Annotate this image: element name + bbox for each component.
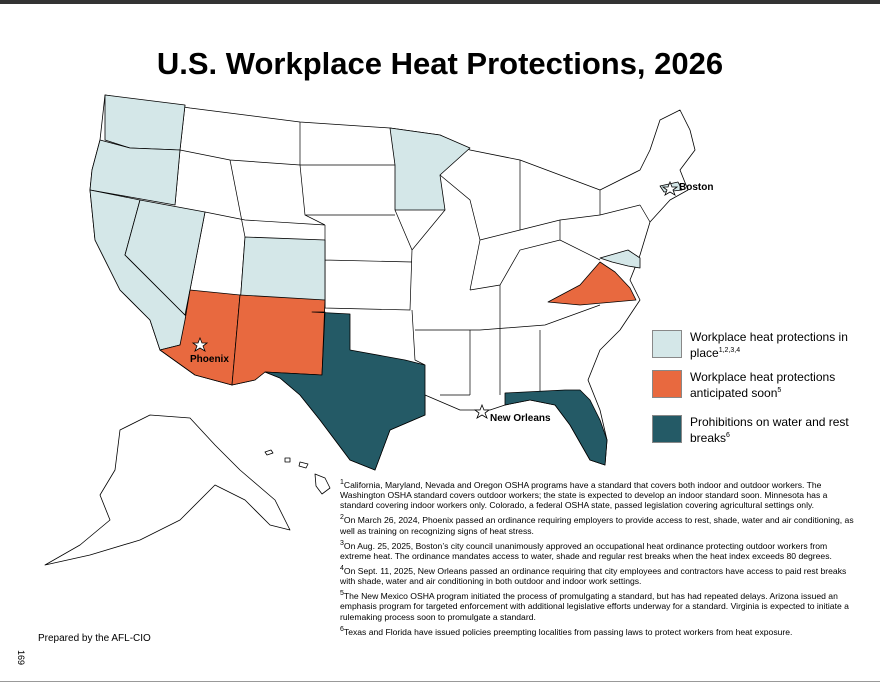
footnote: 4On Sept. 11, 2025, New Orleans passed a… [340, 564, 860, 586]
city-label: New Orleans [490, 413, 551, 424]
footnote-mark: 4 [340, 565, 344, 572]
credit: Prepared by the AFL-CIO [38, 633, 151, 644]
state-md [599, 249, 641, 269]
city-label: Boston [679, 182, 713, 193]
footnote: 6Texas and Florida have issued policies … [340, 625, 860, 637]
state-mn [389, 127, 471, 211]
legend-label: Workplace heat protections in place1,2,3… [690, 330, 848, 360]
hawaii [264, 449, 331, 495]
footnote: 5The New Mexico OSHA program initiated t… [340, 589, 860, 621]
legend-swatch [652, 370, 682, 398]
footnote-mark: 5 [340, 590, 344, 598]
footnote-text: The New Mexico OSHA program initiated th… [340, 591, 849, 622]
state-fl [504, 389, 608, 466]
footnote-mark: 1 [340, 479, 344, 486]
legend-swatch [652, 330, 682, 358]
state-tx [264, 311, 426, 471]
alaska [44, 414, 291, 566]
city-label: Phoenix [190, 354, 229, 365]
footnote-text: California, Maryland, Nevada and Oregon … [340, 479, 828, 511]
footnote-text: On Aug. 25, 2025, Boston’s city council … [340, 540, 832, 561]
state-nm [231, 294, 326, 386]
footnote-mark: 3 [340, 539, 344, 547]
footnote-text: Texas and Florida have issued policies p… [343, 626, 793, 637]
title: U.S. Workplace Heat Protections, 2026 [156, 46, 724, 81]
state-or [89, 139, 181, 206]
bottom-rule [0, 681, 880, 682]
footnote-mark: 6 [340, 625, 344, 633]
footnote-text: On Sept. 11, 2025, New Orleans passed an… [340, 565, 847, 587]
city-star [473, 403, 491, 419]
footnote: 2On March 26, 2024, Phoenix passed an or… [340, 513, 860, 535]
footnote-text: On March 26, 2024, Phoenix passed an ord… [340, 515, 854, 536]
legend-label: Prohibitions on water and rest breaks6 [690, 415, 849, 445]
legend-label: Workplace heat protections anticipated s… [690, 370, 836, 400]
top-bar [0, 0, 880, 4]
city-star [191, 336, 209, 352]
city-star [661, 180, 679, 196]
state-nv [124, 199, 206, 316]
footnote-mark: 2 [340, 514, 344, 522]
footnotes: 1California, Maryland, Nevada and Oregon… [340, 478, 860, 640]
footnote: 1California, Maryland, Nevada and Oregon… [340, 478, 860, 510]
state-wa [104, 94, 186, 151]
page-number: 169 [16, 650, 26, 666]
state-va [547, 261, 637, 306]
footnote: 3On Aug. 25, 2025, Boston’s city council… [340, 539, 860, 561]
legend-swatch [652, 415, 682, 443]
